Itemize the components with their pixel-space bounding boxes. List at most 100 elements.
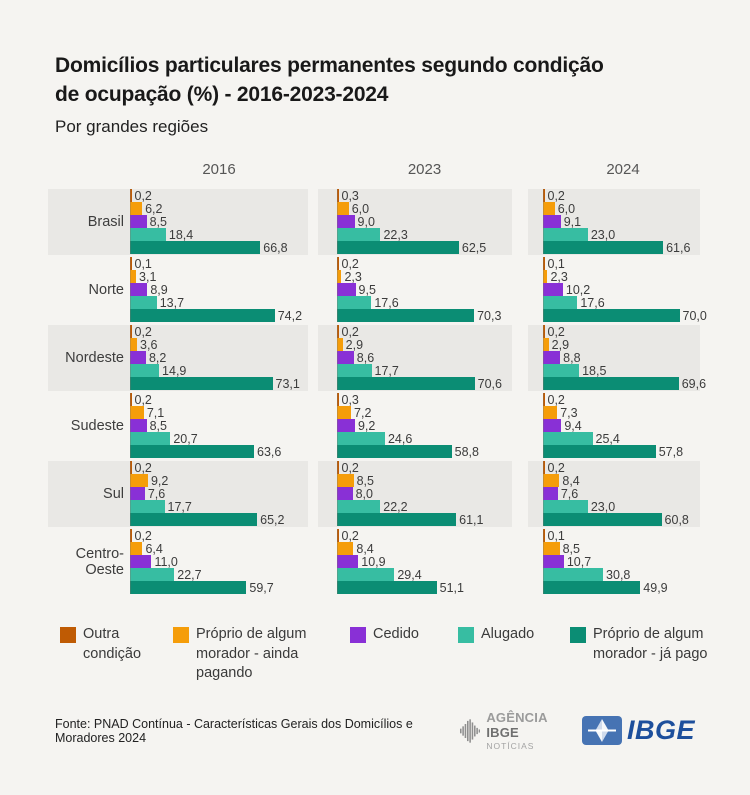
bar-row: 60,8 [543,513,700,527]
value-label: 0,2 [134,392,152,407]
bar-cedido [130,487,145,501]
bar-outra-condi-o [130,393,132,407]
year-panel: 0,2 6,0 9,1 23,0 61,6 [528,188,700,255]
footer: Fonte: PNAD Contínua - Características G… [55,710,695,751]
bar-row: 7,6 [130,487,308,501]
bar-row: 70,3 [337,309,512,323]
bar-cedido [543,351,561,365]
bar-cell: 0,1 3,1 8,9 13,7 74,2 [130,256,308,323]
value-label: 7,1 [146,405,165,420]
bar-pr-prio-de-algum-morador-ainda-pagando [130,202,143,216]
bar-row: 0,2 [543,189,700,203]
ibge-logo: IBGE [581,715,695,746]
agencia-ibge-text: AGÊNCIA IBGE NOTÍCIAS [486,710,562,751]
value-label: 18,4 [168,227,194,242]
value-label: 2,3 [344,269,362,284]
value-label: 8,4 [562,473,580,488]
bar-row: 23,0 [543,228,700,242]
year-panel: 0,2 2,3 9,5 17,6 70,3 [318,257,512,323]
bar-row: 9,2 [337,418,512,433]
legend-item: Próprio de algum morador - já pago [570,625,735,684]
bar-pr-prio-de-algum-morador-j-pago [543,581,641,595]
bar-row: 0,1 [543,529,700,543]
bar-cell: 0,3 7,2 9,2 24,6 58,8 [337,393,512,459]
region-label: Sul [103,485,124,502]
bar-cedido [130,419,147,433]
value-label: 6,2 [145,201,163,216]
value-label: 9,1 [563,214,582,229]
bar-alugado [130,432,171,446]
bar-row: 9,0 [337,214,512,229]
bar-cell: 0,2 7,1 8,5 20,7 63,6 [130,392,308,459]
bar-pr-prio-de-algum-morador-ainda-pagando [337,338,343,352]
bar-row: 70,0 [543,308,707,323]
legend-item: Próprio de algum morador - ainda pagando [173,625,350,684]
bar-row: 8,5 [337,474,512,488]
bar-row: 25,4 [543,432,700,446]
value-label: 9,0 [357,214,375,229]
ibge-emblem-icon [581,716,622,745]
value-label: 0,1 [134,256,152,271]
bar-row: 10,7 [543,555,700,569]
bar-pr-prio-de-algum-morador-ainda-pagando [130,542,143,556]
bar-outra-condi-o [543,257,545,271]
bar-alugado [130,296,157,310]
value-label: 24,6 [387,431,413,446]
value-label: 0,2 [341,528,359,543]
value-label: 30,8 [606,567,631,582]
value-label: 57,8 [658,444,684,459]
bar-row: 69,6 [543,377,706,391]
bar-pr-prio-de-algum-morador-ainda-pagando [543,474,560,488]
bar-cedido [543,215,561,229]
bar-cell: 0,1 8,5 10,7 30,8 49,9 [543,529,700,595]
year-header-2024: 2024 [606,160,640,178]
value-label: 22,7 [177,567,202,582]
value-label: 70,0 [682,308,707,323]
value-label: 7,6 [560,486,579,501]
legend-item: Cedido [350,625,458,684]
bar-cell: 0,2 8,5 8,0 22,2 61,1 [337,461,512,527]
bar-cell: 0,2 9,2 7,6 17,7 65,2 [130,461,308,527]
bar-row: 3,6 [130,338,308,352]
legend-swatch [458,626,474,643]
year-panel: 0,1 2,3 10,2 17,6 70,0 [528,256,707,323]
bar-alugado [337,568,395,582]
value-label: 9,2 [357,418,376,433]
bar-alugado [337,296,372,310]
value-label: 0,1 [547,256,565,271]
bar-pr-prio-de-algum-morador-ainda-pagando [337,202,349,216]
year-panel: 0,2 2,9 8,6 17,7 70,6 [318,324,512,391]
bar-row: 0,2 [543,325,706,339]
bar-pr-prio-de-algum-morador-ainda-pagando [543,202,555,216]
bar-row: 17,6 [337,295,512,310]
bar-row: 0,2 [337,528,512,543]
value-label: 8,6 [356,350,375,365]
bar-row: 8,5 [543,542,700,556]
bar-row: 0,2 [130,461,308,475]
year-panel: Nordeste 0,2 3,6 8,2 14,9 73,1 [48,324,308,391]
legend-item-label: Outra condição [83,625,142,662]
value-label: 65,2 [260,512,285,527]
bar-pr-prio-de-algum-morador-ainda-pagando [543,406,558,420]
bar-cedido [543,283,563,297]
bar-alugado [130,568,175,582]
bar-row: 9,5 [337,283,512,297]
bar-row: 3,1 [130,270,308,284]
value-label: 8,5 [149,214,167,229]
legend-item: Alugado [458,625,570,684]
bar-row: 9,2 [130,474,308,488]
bar-outra-condi-o [130,189,132,203]
bar-row: 10,2 [543,282,707,297]
value-label: 0,2 [341,324,359,339]
bar-pr-prio-de-algum-morador-ainda-pagando [543,270,548,284]
value-label: 10,2 [565,282,591,297]
bar-row: 61,1 [337,513,512,527]
bar-alugado [543,500,588,514]
legend-item: Outra condição [60,625,173,684]
bar-cell: 0,2 6,2 8,5 18,4 66,8 [130,189,308,255]
value-label: 8,5 [149,418,167,433]
value-label: 17,6 [374,295,399,310]
value-label: 20,7 [173,431,198,446]
bar-row: 0,2 [130,392,308,407]
bar-pr-prio-de-algum-morador-j-pago [130,581,247,595]
